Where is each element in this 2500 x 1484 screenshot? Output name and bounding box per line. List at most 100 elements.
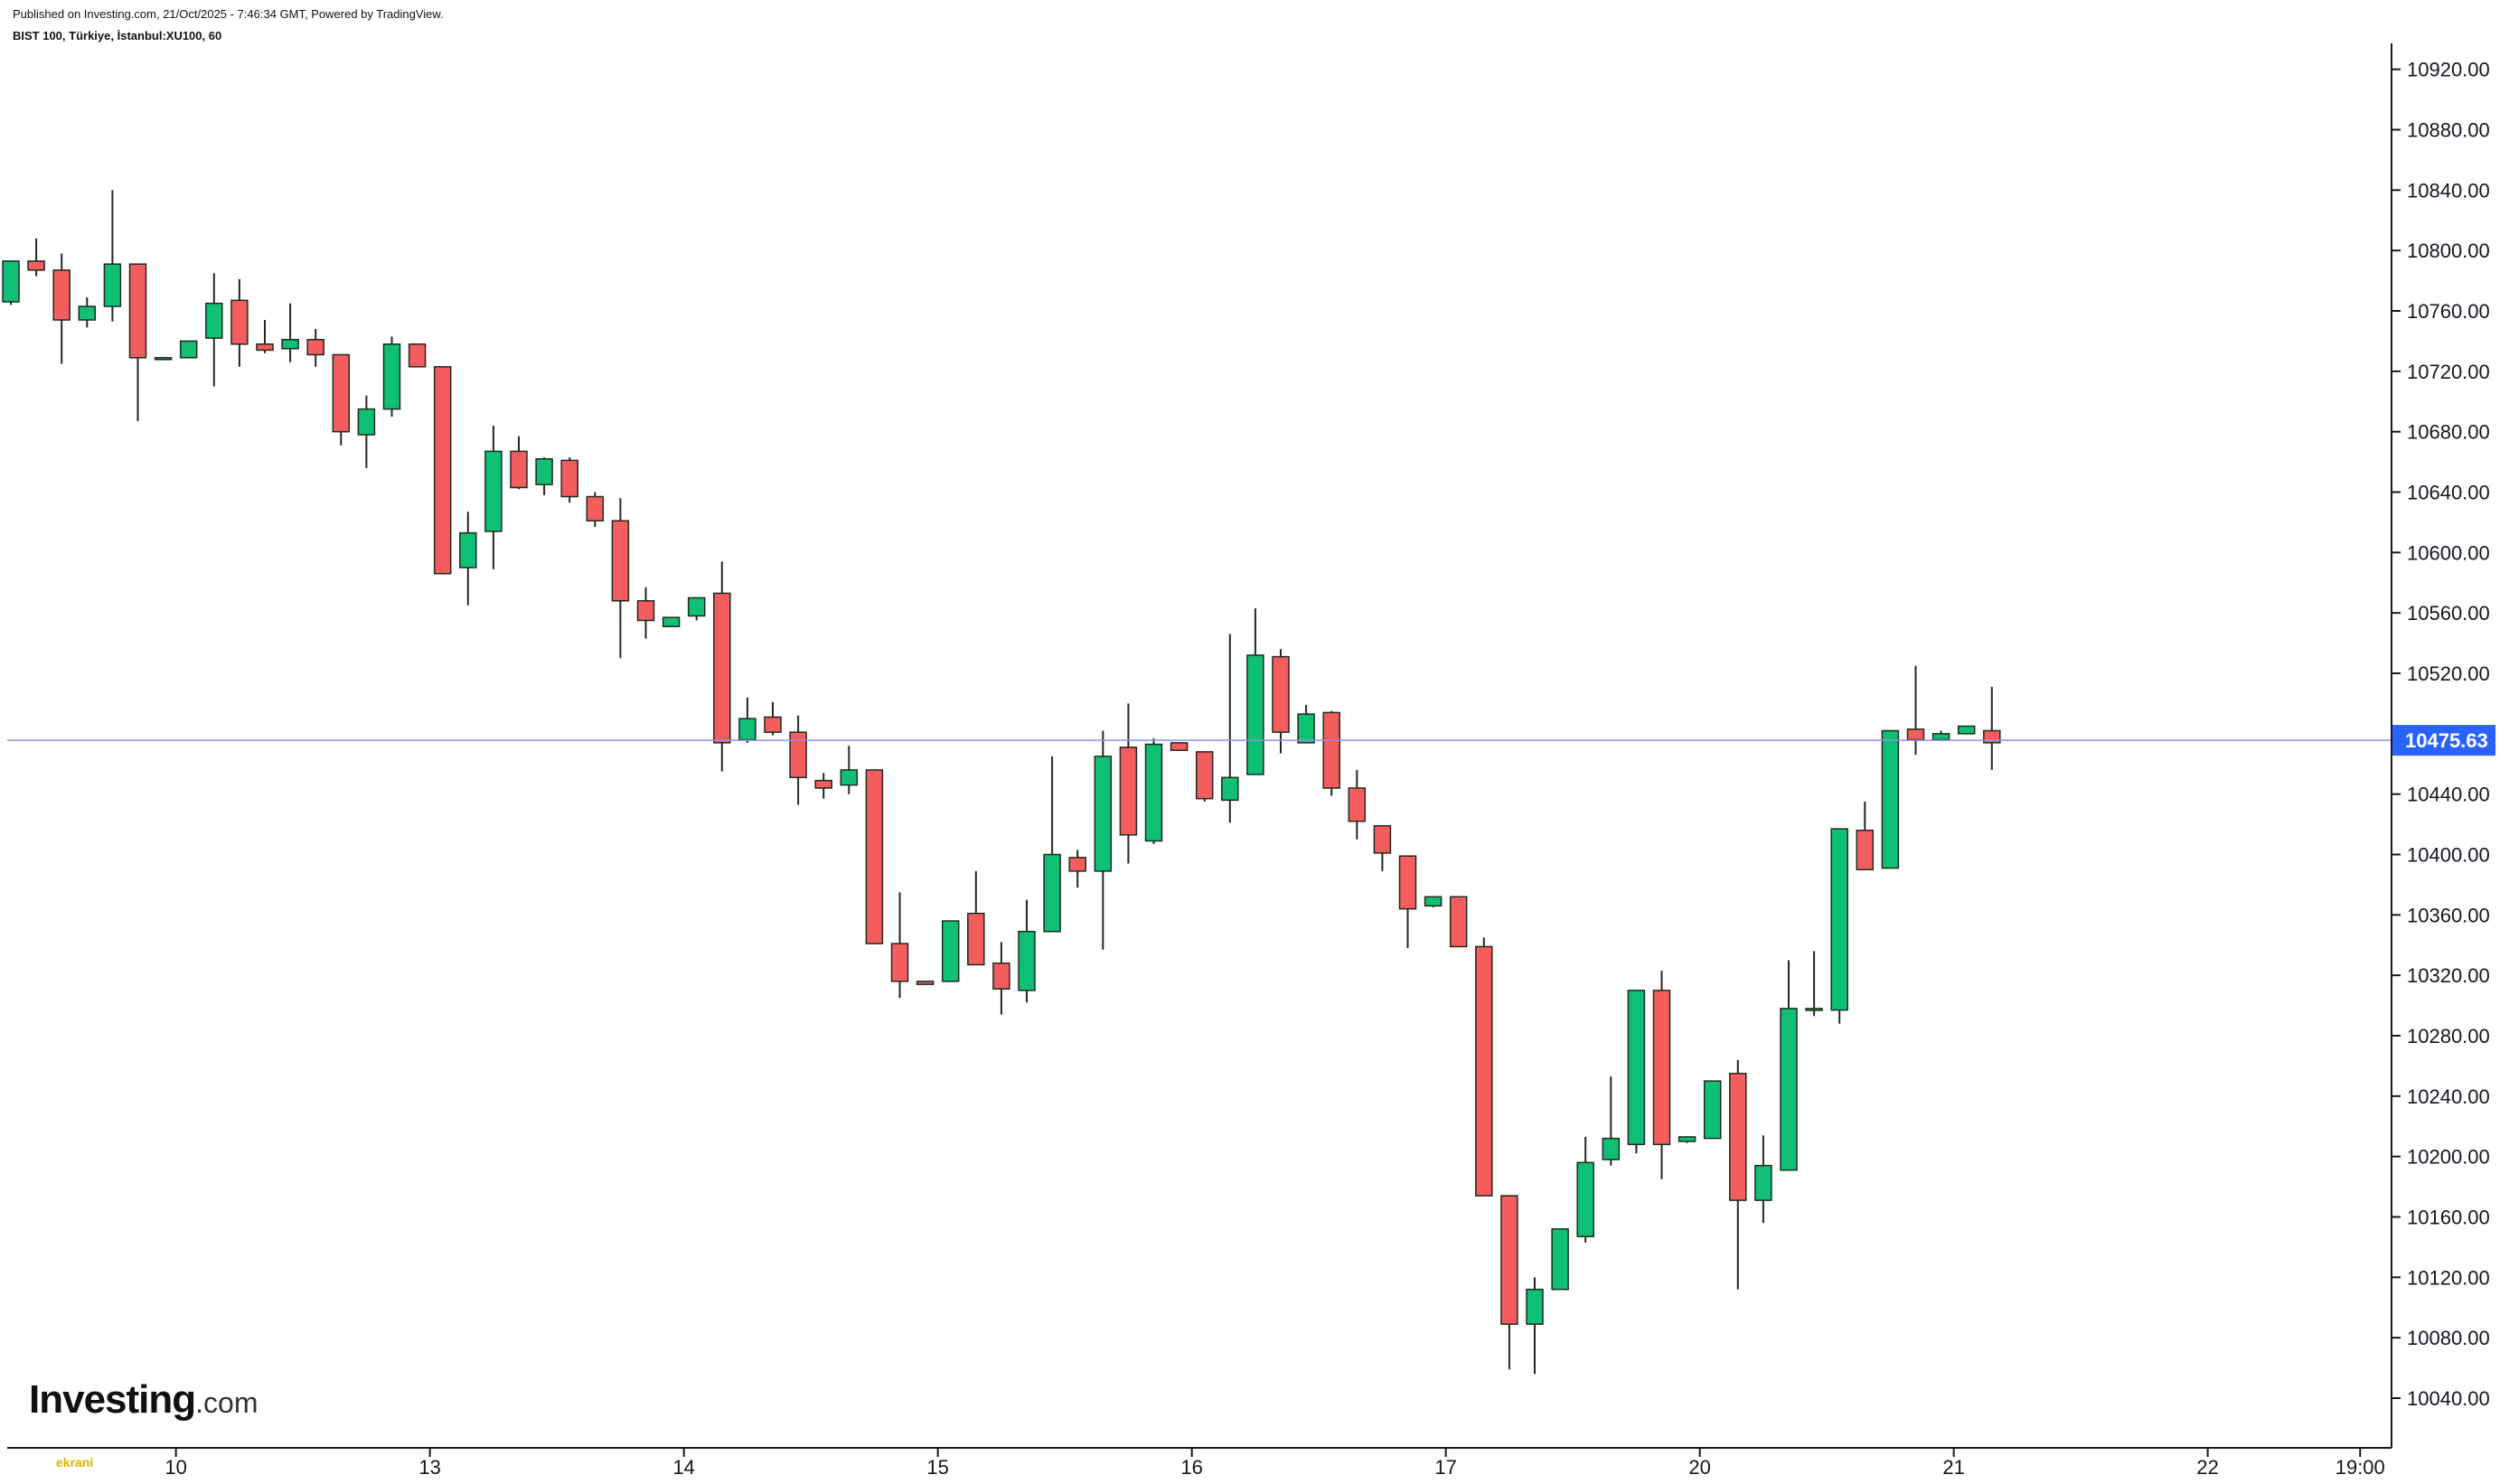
candle [1780, 960, 1798, 1171]
candle-body [1018, 930, 1036, 991]
candle-body [1780, 1008, 1798, 1171]
logo-suffix: .com [195, 1386, 258, 1419]
y-tick-label: 10720.00 [2407, 361, 2490, 383]
x-tick-label: 13 [418, 1456, 440, 1479]
candle-body [560, 459, 578, 498]
candle-body [713, 592, 731, 744]
candle [1627, 990, 1646, 1154]
candle [78, 296, 97, 328]
investing-logo[interactable]: Investing.com [29, 1377, 258, 1423]
x-tick-label: 22 [2196, 1456, 2218, 1479]
candle [636, 587, 655, 639]
candle-body [1703, 1080, 1722, 1140]
candle [179, 340, 198, 359]
y-tick-label: 10520.00 [2407, 662, 2490, 685]
candle [1602, 1076, 1621, 1166]
candle [128, 263, 147, 421]
candle [332, 353, 351, 446]
candle [738, 697, 757, 743]
candle-body [433, 366, 452, 575]
candle [408, 343, 427, 368]
candle [1424, 896, 1443, 907]
candle-body [256, 343, 274, 352]
candle [1983, 687, 2001, 770]
y-tick-label: 10560.00 [2407, 602, 2490, 625]
y-tick-label: 10280.00 [2407, 1025, 2490, 1047]
candle-body [840, 769, 859, 786]
candle [357, 395, 376, 468]
candle-body [1272, 655, 1290, 733]
candle [1246, 608, 1264, 775]
candle-body [1170, 742, 1189, 751]
candle-body [1906, 728, 1925, 741]
candle [916, 981, 935, 985]
candle-body [789, 731, 807, 779]
candle [484, 425, 503, 569]
current-price-label: 10475.63 [2392, 725, 2495, 756]
candle [103, 190, 122, 322]
candle-body [382, 343, 401, 410]
candle-body [1729, 1073, 1747, 1201]
candle-body [992, 963, 1010, 990]
candle-body [281, 338, 299, 350]
candle-body [636, 600, 655, 622]
candles-layer [2, 190, 2001, 1375]
y-tick-label: 10680.00 [2407, 421, 2490, 444]
candle [256, 320, 274, 353]
symbol-title: BIST 100, Türkiye, İstanbul:XU100, 60 [13, 29, 222, 42]
candle [1043, 756, 1061, 933]
candle [865, 769, 884, 944]
candle [1754, 1135, 1772, 1224]
candle-body [357, 408, 376, 436]
candle [662, 616, 681, 627]
candle [535, 457, 553, 495]
candle-body [27, 260, 45, 271]
candle-body [1856, 830, 1875, 870]
y-tick-label: 10920.00 [2407, 59, 2490, 81]
y-tick-label: 10320.00 [2407, 964, 2490, 987]
candle [1373, 824, 1392, 871]
candle [840, 746, 859, 794]
logo-word: Investing [29, 1377, 196, 1422]
candle-body [230, 299, 249, 345]
candle-body [764, 716, 782, 733]
candle [611, 498, 630, 659]
candle-body [1602, 1137, 1621, 1160]
candle [1576, 1136, 1594, 1243]
candle-body [179, 340, 198, 359]
candle-body [687, 596, 706, 617]
candle-body [1754, 1164, 1772, 1201]
candle-body [154, 357, 173, 361]
candle [281, 303, 299, 362]
candle-body [205, 302, 223, 339]
candle-body [1246, 654, 1264, 775]
candle [1170, 742, 1189, 751]
candle-body [1881, 729, 1900, 869]
candle-body [1678, 1136, 1696, 1142]
candle [1526, 1277, 1544, 1375]
candle-body [865, 769, 884, 944]
candle-body [535, 457, 553, 485]
candle-body [1221, 776, 1239, 802]
candle-body [1576, 1161, 1594, 1237]
candle-body [1348, 787, 1367, 822]
current-price-label-text: 10475.63 [2405, 729, 2488, 752]
candle [586, 492, 605, 527]
candle [992, 942, 1010, 1015]
candle-body [1475, 945, 1493, 1197]
candle [1195, 751, 1214, 803]
candle [154, 357, 173, 361]
y-tick-label: 10840.00 [2407, 179, 2490, 202]
candle-body [916, 981, 935, 985]
candle [1729, 1059, 1747, 1290]
y-tick-label: 10800.00 [2407, 240, 2490, 262]
candle [713, 561, 731, 772]
candle [1500, 1195, 1518, 1370]
candle-body [1627, 990, 1646, 1146]
candle [510, 436, 528, 490]
y-tick-label: 10040.00 [2407, 1387, 2490, 1410]
published-caption: Published on Investing.com, 21/Oct/2025 … [13, 7, 444, 21]
candle [433, 366, 452, 575]
candle-body [128, 263, 147, 359]
